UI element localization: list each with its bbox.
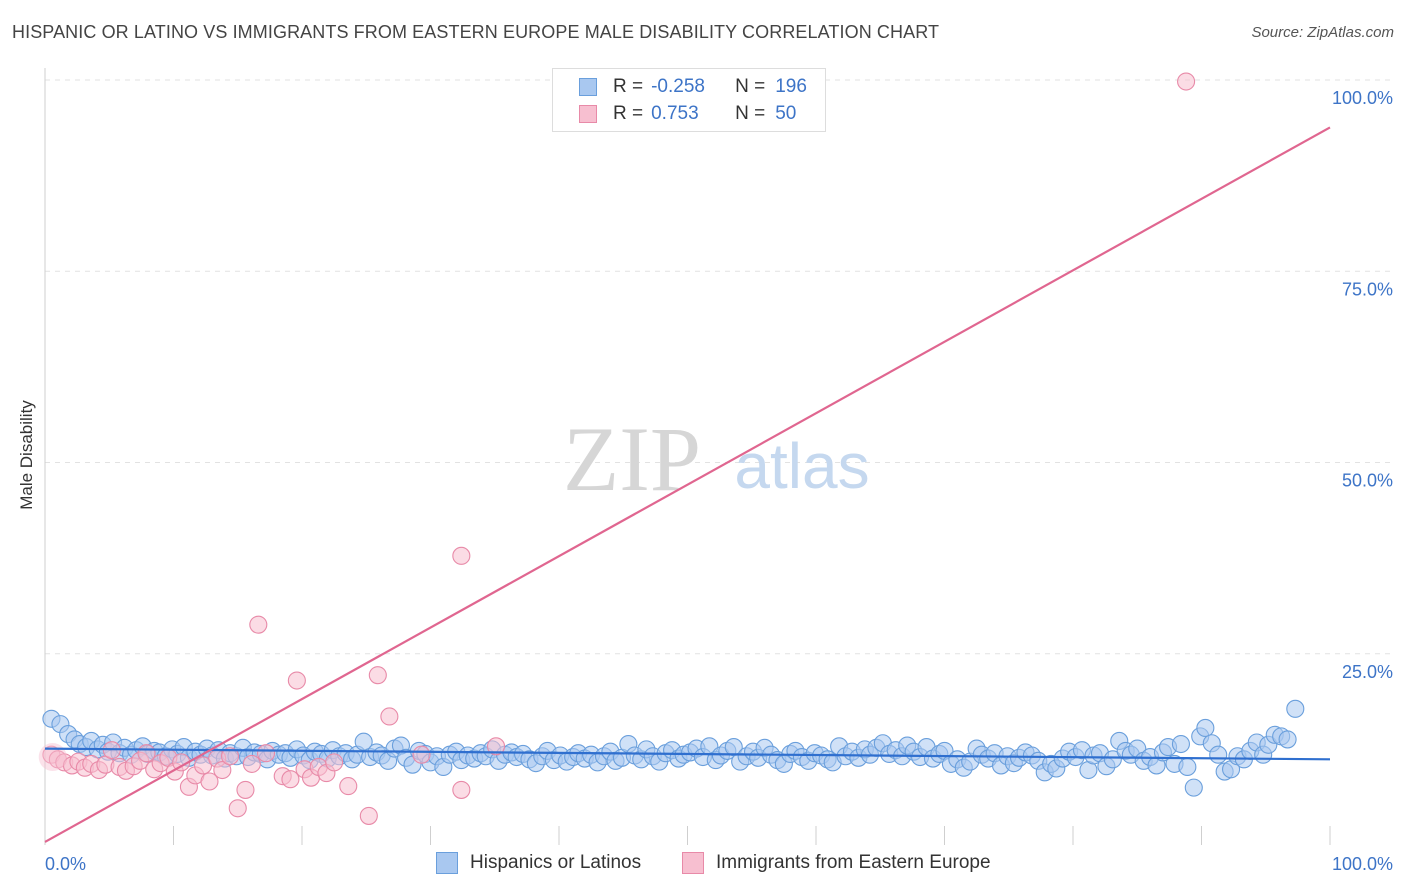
- watermark-atlas: atlas: [734, 430, 869, 502]
- chart-title: HISPANIC OR LATINO VS IMMIGRANTS FROM EA…: [12, 22, 940, 42]
- point-immigrants: [281, 770, 300, 789]
- point-immigrants: [1177, 72, 1196, 91]
- legend-n-value: 50: [775, 103, 797, 124]
- legend-item-hispanics[interactable]: Hispanics or Latinos: [436, 852, 641, 874]
- legend-label-immigrants: Immigrants from Eastern Europe: [716, 852, 991, 873]
- trendline-immigrants: [44, 126, 1331, 843]
- y-tick-label: 100.0%: [1332, 88, 1393, 108]
- legend-n-value: 196: [775, 76, 807, 97]
- point-immigrants-cluster: [38, 743, 67, 772]
- point-immigrants: [368, 666, 387, 685]
- point-immigrants: [242, 754, 261, 773]
- trendline-hispanics: [44, 747, 1331, 761]
- point-immigrants: [256, 744, 276, 763]
- legend-swatch-blue: [579, 78, 597, 96]
- y-tick-label: 25.0%: [1342, 662, 1393, 682]
- x-tick-label: 100.0%: [1332, 854, 1393, 874]
- legend-swatch-blue: [436, 852, 458, 874]
- legend-n-label: N =: [735, 76, 766, 97]
- y-tick-label: 50.0%: [1342, 471, 1393, 491]
- point-immigrants: [452, 546, 471, 565]
- point-hispanics: [1184, 778, 1203, 797]
- y-tick-label: 75.0%: [1342, 279, 1393, 299]
- point-immigrants: [486, 737, 506, 756]
- legend-row-hispanics: R = -0.258 N = 196: [553, 74, 807, 100]
- x-tick-label: 0.0%: [45, 854, 86, 874]
- series-immigrants-points: [38, 70, 1196, 825]
- grid-layer: [45, 79, 1392, 655]
- point-immigrants: [325, 753, 344, 772]
- point-immigrants: [359, 806, 378, 825]
- point-immigrants: [412, 745, 431, 764]
- source-credit: Source: ZipAtlas.com: [1251, 24, 1394, 41]
- point-hispanics: [1278, 730, 1297, 749]
- legend-label-hispanics: Hispanics or Latinos: [470, 852, 642, 873]
- point-immigrants: [452, 780, 471, 799]
- tick-labels: 25.0% 50.0% 75.0% 100.0% 0.0% 100.0%: [45, 88, 1393, 874]
- point-immigrants: [380, 707, 399, 726]
- legend-swatch-pink: [579, 105, 597, 123]
- legend-r-value: 0.753: [651, 103, 699, 124]
- y-axis-label: Male Disability: [17, 400, 36, 510]
- point-hispanics: [1178, 757, 1197, 777]
- point-hispanics: [1171, 734, 1190, 754]
- legend-r-value: -0.258: [651, 76, 705, 97]
- point-immigrants: [228, 799, 247, 818]
- legend-row-immigrants: R = 0.753 N = 50: [553, 101, 796, 127]
- point-immigrants: [220, 747, 240, 766]
- watermark: ZIP atlas: [563, 408, 870, 510]
- legend-n-label: N =: [735, 103, 766, 124]
- series-legend: Hispanics or Latinos Immigrants from Eas…: [0, 852, 1406, 878]
- watermark-zip: ZIP: [563, 408, 701, 510]
- point-immigrants: [200, 772, 219, 791]
- point-immigrants: [213, 760, 232, 780]
- point-hispanics: [1103, 750, 1122, 769]
- point-immigrants: [137, 744, 156, 763]
- point-immigrants: [287, 671, 306, 690]
- legend-item-immigrants[interactable]: Immigrants from Eastern Europe: [682, 852, 991, 874]
- trend-lines: [44, 126, 1331, 843]
- legend-swatch-pink: [682, 852, 704, 874]
- point-hispanics: [1209, 745, 1228, 764]
- point-hispanics: [1196, 718, 1215, 738]
- point-hispanics: [1286, 699, 1305, 718]
- point-immigrants: [249, 615, 268, 634]
- correlation-legend: R = -0.258 N = 196 R = 0.753 N = 50: [552, 68, 826, 132]
- legend-r-label: R =: [613, 103, 644, 124]
- point-immigrants: [236, 780, 255, 799]
- point-immigrants: [339, 777, 358, 796]
- legend-r-label: R =: [613, 76, 644, 97]
